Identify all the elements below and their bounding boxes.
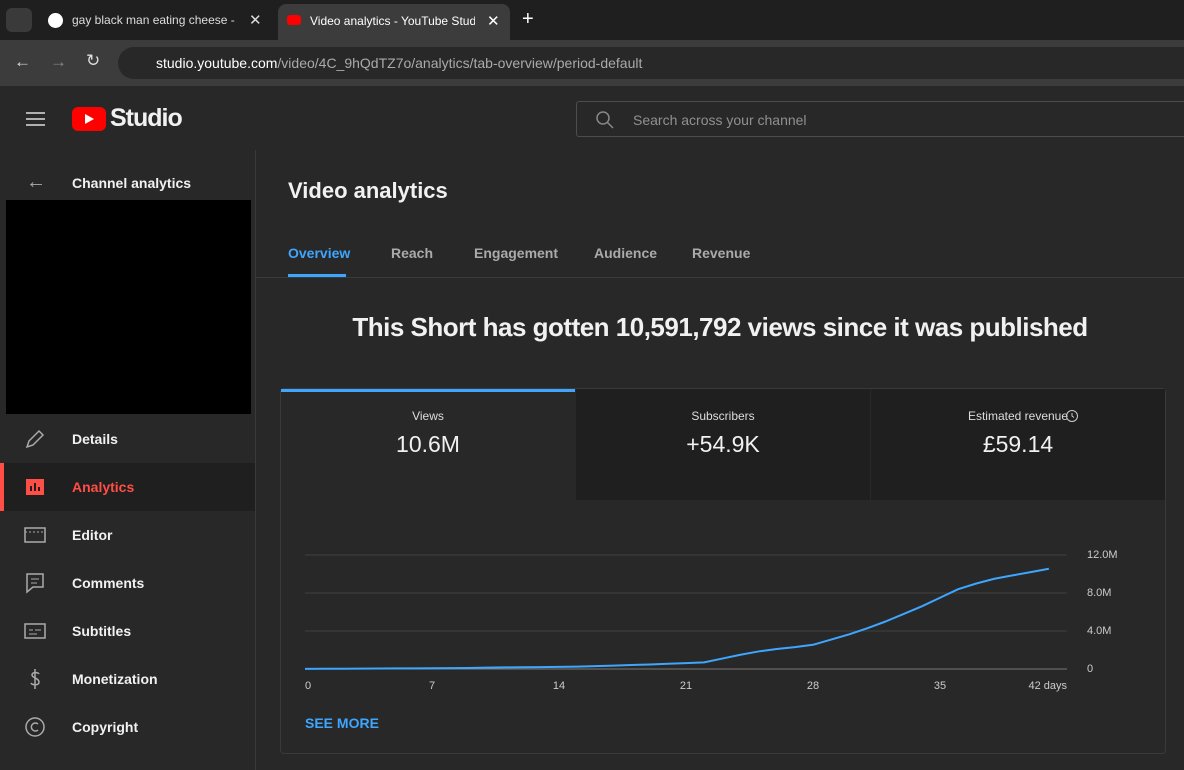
x-tick-label: 35: [934, 680, 946, 692]
y-tick-label: 0: [1087, 663, 1093, 675]
new-tab[interactable]: +: [522, 8, 534, 30]
metric-value: +54.9K: [686, 431, 760, 457]
active-indicator: [0, 463, 4, 511]
tab-close[interactable]: ✕: [487, 13, 500, 30]
nav-icon: [25, 717, 45, 737]
sidebar-title[interactable]: Channel analytics: [72, 175, 192, 191]
tab-strip: [0, 0, 1184, 40]
nav-icon: [30, 669, 40, 689]
clock-icon: [1066, 410, 1078, 422]
metric-value: 10.6M: [396, 431, 460, 457]
logo-icon: [72, 107, 106, 131]
back-arrow[interactable]: ←: [26, 171, 46, 193]
nav-item[interactable]: Copyright: [0, 703, 255, 751]
nav-label: Copyright: [72, 719, 139, 735]
tab-engagement[interactable]: Engagement: [474, 245, 559, 261]
tab-close[interactable]: ✕: [249, 12, 262, 29]
metric-label: Views: [412, 409, 444, 423]
tab-title: gay black man eating cheese -: [72, 13, 235, 27]
x-tick-label: 42 days: [1028, 680, 1067, 692]
nav-label: Analytics: [72, 479, 135, 495]
headline: This Short has gotten 10,591,792 views s…: [352, 312, 1088, 342]
data-line: [304, 567, 1050, 670]
tab-audience[interactable]: Audience: [594, 245, 658, 261]
nav-label: Monetization: [72, 671, 158, 687]
tab-active[interactable]: Video analytics - YouTube Studi ✕: [278, 4, 510, 40]
nav-icon: [26, 573, 44, 594]
divider: [256, 277, 1184, 278]
metric-card[interactable]: Subscribers +54.9K: [576, 389, 870, 500]
favicon: [48, 13, 63, 28]
logo-text[interactable]: Studio: [110, 104, 183, 132]
nav-label: Comments: [72, 575, 145, 591]
nav-icon: [26, 479, 44, 495]
metric-value: £59.14: [982, 431, 1054, 457]
nav-label: Editor: [72, 527, 113, 543]
metric-card-active[interactable]: Views 10.6M: [281, 389, 575, 500]
y-tick-label: 8.0M: [1087, 587, 1111, 599]
nav-item[interactable]: Monetization: [0, 655, 255, 703]
url-host: studio.youtube.com: [156, 55, 278, 71]
nav-icon: [24, 527, 46, 543]
video-thumbnail[interactable]: [6, 200, 251, 414]
reload-button[interactable]: ↻: [86, 51, 101, 70]
y-tick-label: 4.0M: [1087, 625, 1111, 637]
studio-header: [0, 86, 1184, 150]
nav-item[interactable]: Comments: [0, 559, 255, 607]
nav-icon: [25, 429, 45, 449]
tab-revenue[interactable]: Revenue: [692, 245, 751, 261]
x-tick-label: 28: [807, 680, 819, 692]
tab-reach[interactable]: Reach: [391, 245, 434, 261]
nav-item[interactable]: Subtitles: [0, 607, 255, 655]
x-tick-label: 21: [680, 680, 692, 692]
nav-label: Details: [72, 431, 118, 447]
address-bar[interactable]: studio.youtube.com/video/4C_9hQdTZ7o/ana…: [118, 47, 1184, 79]
search-icon: [596, 111, 614, 129]
favicon: [287, 15, 301, 25]
nav-item[interactable]: Details: [0, 415, 255, 463]
tab[interactable]: gay black man eating cheese - ✕: [40, 5, 272, 36]
url: studio.youtube.com/video/4C_9hQdTZ7o/ana…: [156, 55, 642, 71]
nav-item-active[interactable]: Analytics: [0, 463, 255, 511]
tab-title: Video analytics - YouTube Studi: [310, 14, 475, 28]
search-placeholder: Search across your channel: [633, 112, 807, 128]
page-title: Video analytics: [288, 178, 448, 203]
tab-underline: [288, 274, 346, 277]
metric-label: Estimated revenue: [967, 409, 1069, 423]
tab-overview[interactable]: Overview: [288, 245, 351, 261]
nav-item[interactable]: Editor: [0, 511, 255, 559]
nav-icon: [24, 623, 46, 639]
x-tick-label: 0: [305, 680, 311, 692]
chart: 0 4.0M 8.0M 12.0M 0 7 14 21 28 35 42 days: [304, 549, 1118, 692]
active-bar: [281, 389, 575, 392]
forward-button[interactable]: →: [50, 52, 67, 71]
nav-label: Subtitles: [72, 623, 132, 639]
search-box[interactable]: Search across your channel: [576, 101, 1184, 137]
x-tick-label: 14: [553, 680, 565, 692]
see-more[interactable]: SEE MORE: [305, 715, 379, 731]
tab-search-button[interactable]: [6, 8, 32, 32]
x-tick-label: 7: [429, 680, 435, 692]
menu-button[interactable]: [26, 111, 46, 127]
back-button[interactable]: ←: [14, 52, 31, 71]
url-path: /video/4C_9hQdTZ7o/analytics/tab-overvie…: [277, 55, 643, 71]
metric-label: Subscribers: [691, 409, 755, 423]
metric-card[interactable]: Estimated revenue £59.14: [871, 389, 1165, 500]
chart-card: [280, 388, 1166, 754]
y-tick-label: 12.0M: [1087, 549, 1118, 561]
